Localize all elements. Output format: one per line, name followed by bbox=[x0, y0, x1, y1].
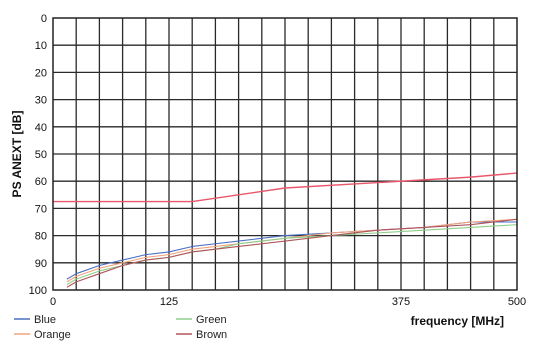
y-tick-label: 60 bbox=[35, 176, 47, 188]
x-axis-label: frequency [MHz] bbox=[411, 314, 504, 328]
y-tick-label: 0 bbox=[41, 13, 47, 25]
y-tick-label: 20 bbox=[35, 67, 47, 79]
x-tick-labels: 0 125 375 500 bbox=[50, 296, 526, 308]
y-tick-label: 10 bbox=[35, 40, 47, 52]
x-tick-label: 500 bbox=[508, 296, 526, 308]
legend-label-orange: Orange bbox=[34, 329, 71, 341]
y-axis-label: PS ANEXT [dB] bbox=[10, 111, 24, 198]
y-tick-label: 70 bbox=[35, 203, 47, 215]
y-tick-label: 30 bbox=[35, 95, 47, 107]
y-tick-labels: 0 10 20 30 40 50 60 70 80 90 100 bbox=[29, 13, 47, 297]
x-tick-label: 0 bbox=[50, 296, 56, 308]
x-tick-label: 125 bbox=[160, 296, 178, 308]
legend-label-green: Green bbox=[196, 314, 227, 326]
y-tick-label: 90 bbox=[35, 258, 47, 270]
series-lines bbox=[53, 172, 518, 288]
limit-line bbox=[53, 172, 518, 203]
legend: Blue Orange Green Brown bbox=[14, 314, 227, 341]
y-tick-label: 40 bbox=[35, 122, 47, 134]
y-tick-label: 50 bbox=[35, 149, 47, 161]
plot-area-border bbox=[52, 17, 518, 291]
y-tick-label: 100 bbox=[29, 285, 47, 297]
grid-lines bbox=[53, 18, 517, 290]
legend-label-blue: Blue bbox=[34, 314, 56, 326]
x-tick-label: 375 bbox=[392, 296, 410, 308]
legend-label-brown: Brown bbox=[196, 329, 227, 341]
y-tick-label: 80 bbox=[35, 231, 47, 243]
series-line-brown bbox=[66, 218, 518, 288]
